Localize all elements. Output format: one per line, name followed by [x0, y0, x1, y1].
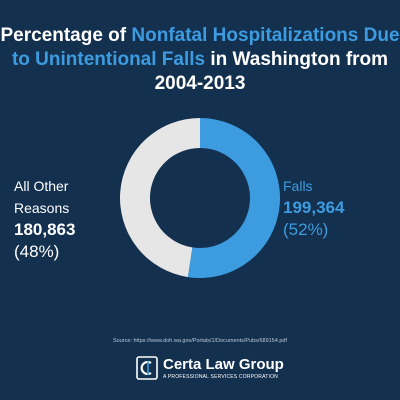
donut-slice-falls: [187, 118, 280, 278]
title-part-2: in Washington from 2004-2013: [154, 49, 389, 94]
label-falls: Falls 199,364 (52%): [283, 175, 393, 241]
other-reasons-name: All Other Reasons: [14, 178, 70, 216]
certa-logo-icon: [136, 356, 158, 380]
source-citation: Source: https://www.doh.wa.gov/Portals/1…: [113, 338, 287, 344]
falls-percent: (52%): [283, 220, 329, 239]
logo-tagline: A PROFESSIONAL SERVICES CORPORATION: [163, 374, 278, 380]
chart-title: Percentage of Nonfatal Hospitalizations …: [0, 24, 400, 96]
falls-value: 199,364: [283, 198, 345, 217]
donut-slice-all-other-reasons: [119, 118, 200, 278]
company-logo: Certa Law Group A PROFESSIONAL SERVICES …: [136, 355, 286, 385]
logo-name: Certa Law Group: [163, 356, 284, 373]
title-highlight: Nonfatal Hospitalizations Due to Uninten…: [11, 25, 400, 70]
label-other-reasons: All Other Reasons 180,863 (48%): [14, 175, 114, 263]
other-reasons-value: 180,863: [14, 220, 76, 239]
title-part-1: Percentage of: [0, 25, 132, 46]
other-reasons-percent: (48%): [14, 242, 60, 261]
falls-name: Falls: [283, 178, 313, 194]
